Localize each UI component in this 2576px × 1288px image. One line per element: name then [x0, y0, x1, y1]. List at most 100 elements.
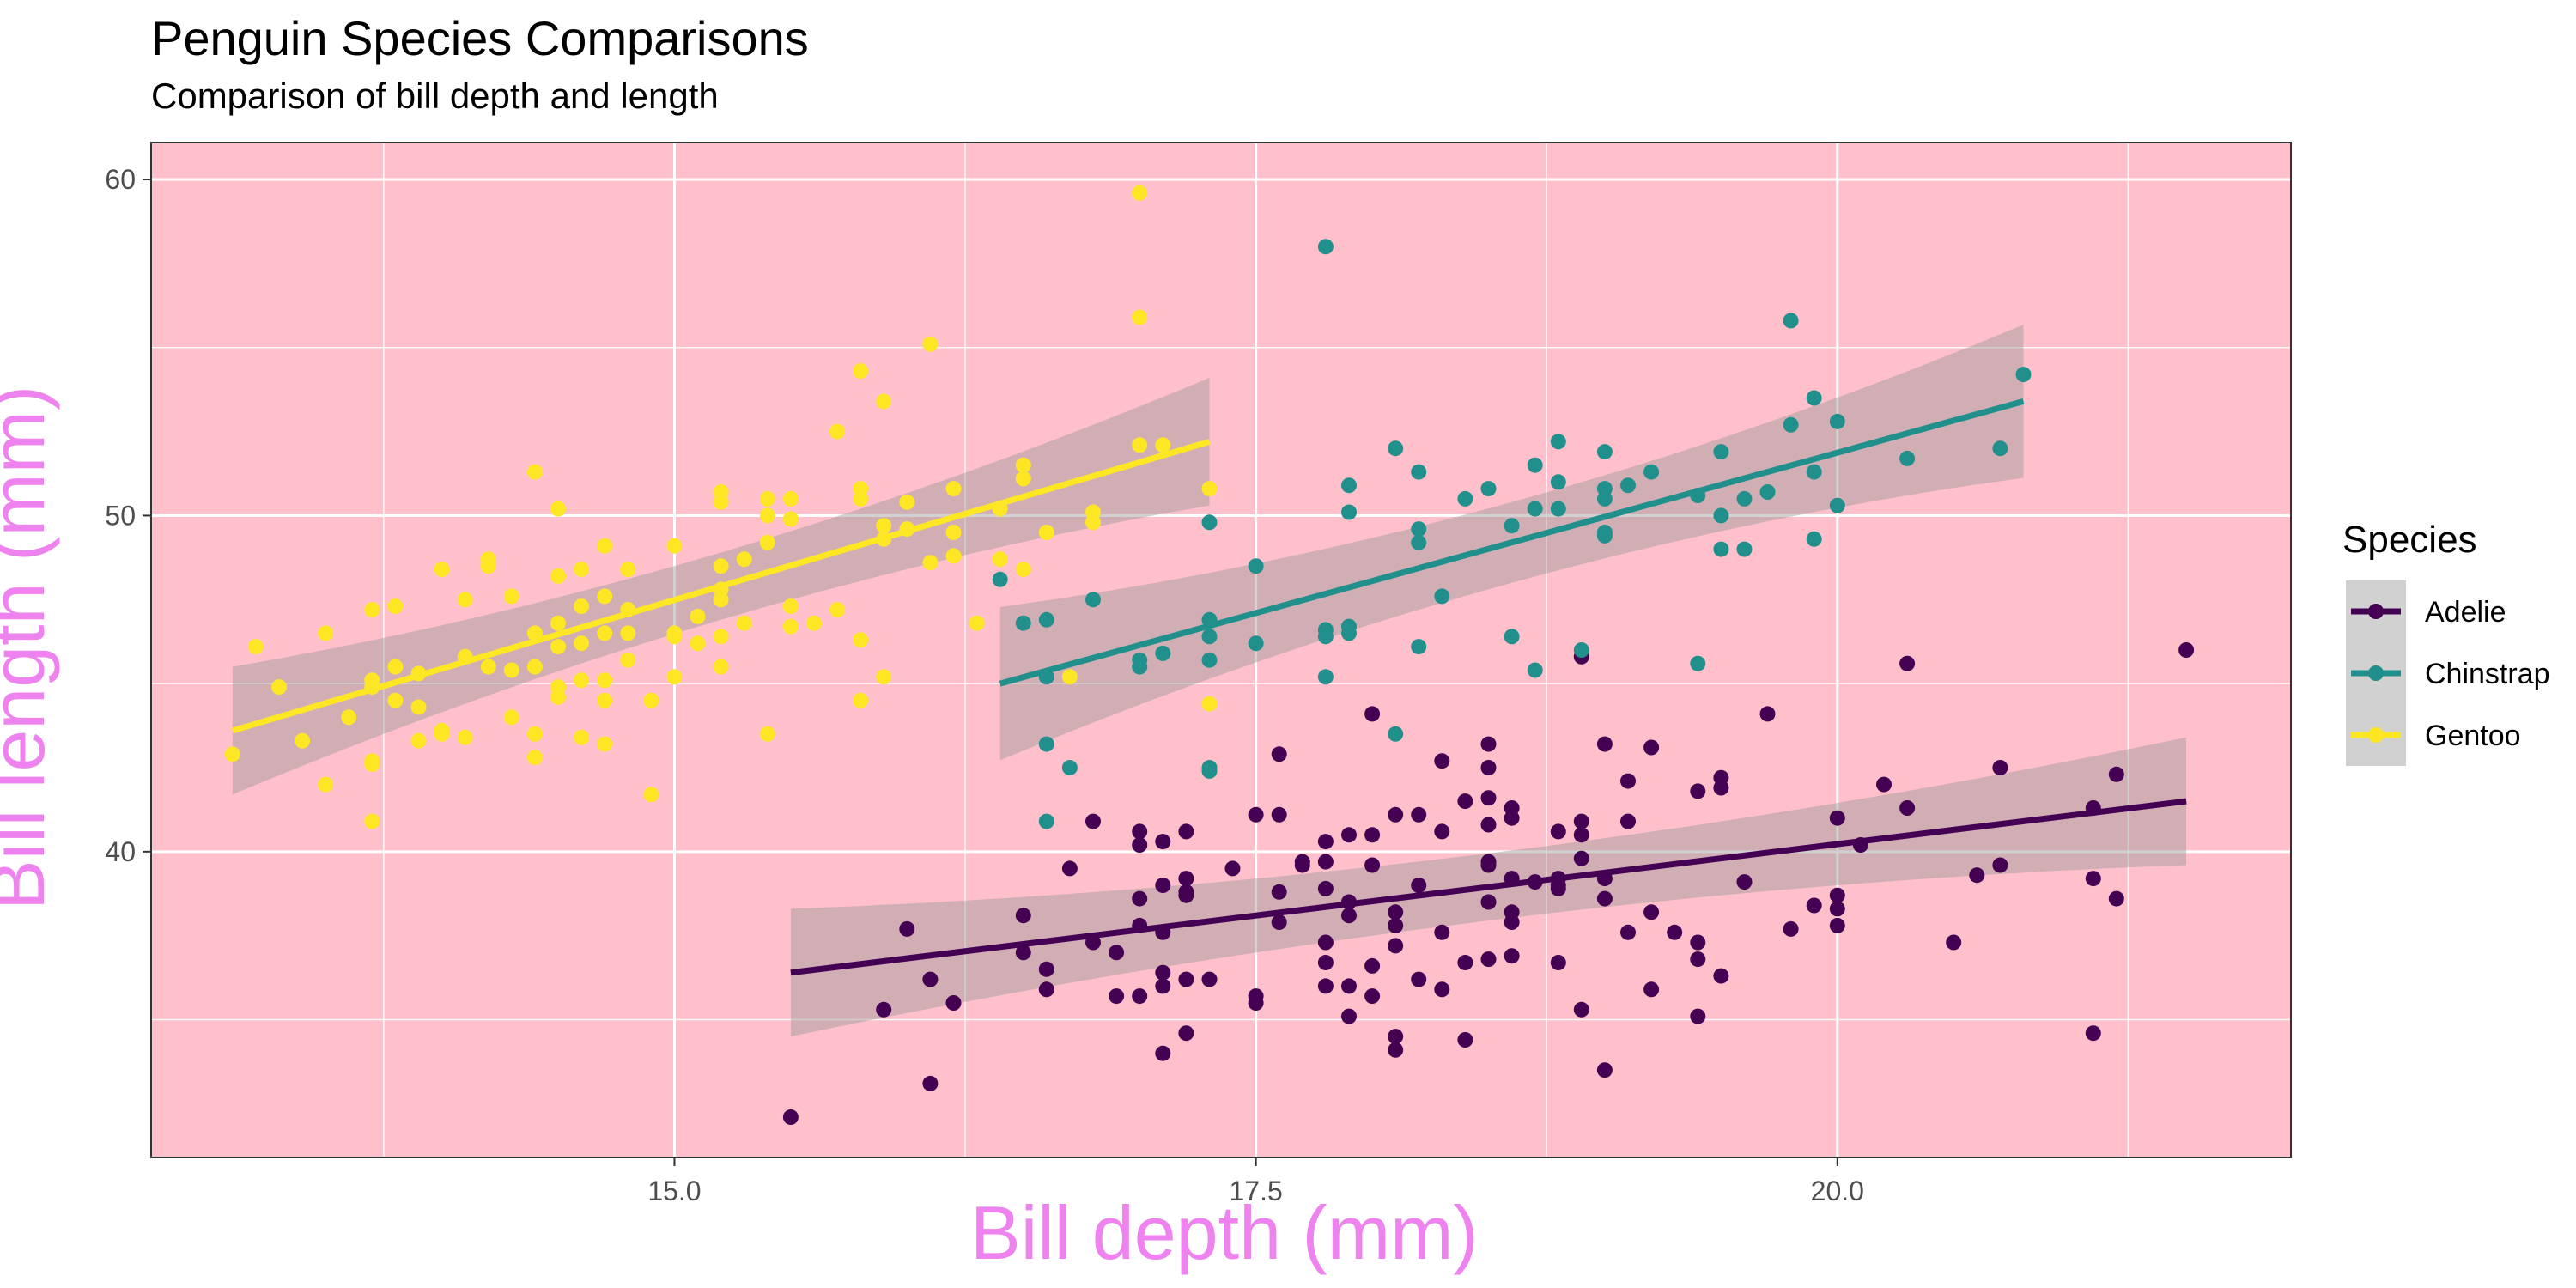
point-adelie	[1457, 955, 1473, 970]
point-adelie	[1434, 981, 1450, 998]
legend-title: Species	[2342, 519, 2477, 561]
y-tick-label: 40	[105, 836, 136, 867]
point-chinstrap	[1155, 645, 1171, 661]
point-chinstrap	[1388, 440, 1404, 457]
point-adelie	[1178, 1025, 1194, 1042]
point-adelie	[1667, 924, 1683, 940]
regression-lines	[231, 398, 2187, 976]
point-gentoo	[899, 494, 915, 510]
point-chinstrap	[1783, 416, 1799, 433]
point-adelie	[1573, 1001, 1589, 1018]
point-chinstrap	[1201, 760, 1218, 775]
point-gentoo	[550, 568, 566, 584]
point-adelie	[1132, 837, 1148, 853]
point-adelie	[1271, 746, 1287, 762]
point-adelie	[1341, 908, 1357, 924]
point-chinstrap	[1132, 652, 1148, 668]
point-adelie	[1015, 945, 1031, 961]
point-gentoo	[271, 679, 287, 696]
point-gentoo	[620, 652, 636, 668]
point-gentoo	[969, 615, 985, 631]
point-gentoo	[318, 776, 334, 793]
point-adelie	[1690, 1008, 1706, 1024]
point-adelie	[1550, 955, 1566, 970]
point-gentoo	[759, 490, 775, 507]
point-adelie	[1317, 934, 1334, 951]
point-chinstrap	[1038, 813, 1054, 829]
point-adelie	[1294, 857, 1310, 873]
point-adelie	[1317, 854, 1334, 870]
point-gentoo	[318, 625, 334, 641]
point-adelie	[1504, 800, 1520, 816]
point-adelie	[1992, 760, 2008, 775]
point-adelie	[1201, 971, 1218, 987]
point-adelie	[1759, 706, 1776, 722]
point-adelie	[1434, 823, 1450, 840]
point-gentoo	[643, 692, 659, 708]
point-gentoo	[597, 588, 613, 605]
point-gentoo	[1132, 437, 1148, 453]
fit-line-adelie	[790, 798, 2187, 976]
y-axis-label: Bill length (mm)	[0, 385, 60, 910]
point-adelie	[1248, 806, 1264, 823]
point-adelie	[1271, 884, 1287, 900]
point-chinstrap	[1411, 534, 1427, 550]
x-tick-label: 17.5	[1229, 1176, 1282, 1206]
data-points	[224, 185, 2195, 1125]
point-adelie	[1620, 924, 1636, 940]
point-gentoo	[853, 363, 869, 380]
point-adelie	[1876, 776, 1892, 793]
point-adelie	[1829, 887, 1845, 903]
point-adelie	[1713, 780, 1729, 796]
point-gentoo	[620, 625, 636, 641]
point-chinstrap	[1783, 313, 1799, 329]
point-adelie	[1178, 823, 1194, 840]
point-adelie	[2085, 871, 2101, 887]
point-adelie	[945, 995, 962, 1011]
point-adelie	[1109, 945, 1125, 961]
point-adelie	[1364, 827, 1381, 843]
point-adelie	[1155, 1045, 1171, 1061]
point-gentoo	[759, 726, 775, 742]
point-gentoo	[1015, 457, 1031, 473]
point-chinstrap	[1596, 527, 1613, 544]
point-gentoo	[759, 507, 775, 524]
point-gentoo	[782, 490, 799, 507]
x-tick-label: 15.0	[647, 1176, 701, 1206]
point-chinstrap	[1201, 652, 1218, 668]
point-adelie	[1364, 957, 1381, 974]
point-gentoo	[782, 618, 799, 635]
point-gentoo	[574, 672, 590, 689]
point-gentoo	[876, 393, 892, 410]
point-chinstrap	[1317, 239, 1334, 255]
point-gentoo	[480, 551, 496, 568]
point-adelie	[1480, 760, 1497, 775]
point-adelie	[1388, 938, 1404, 954]
point-chinstrap	[992, 571, 1008, 587]
point-gentoo	[643, 787, 659, 803]
point-chinstrap	[1806, 464, 1822, 480]
point-gentoo	[1085, 514, 1101, 531]
point-adelie	[1457, 793, 1473, 810]
point-gentoo	[1015, 562, 1031, 578]
point-adelie	[1085, 813, 1101, 829]
point-chinstrap	[1248, 635, 1264, 652]
point-gentoo	[387, 659, 404, 675]
point-adelie	[1596, 736, 1613, 752]
point-gentoo	[713, 592, 729, 608]
point-adelie	[1620, 773, 1636, 789]
point-chinstrap	[1550, 501, 1566, 517]
plot-panel-border	[150, 142, 2292, 1158]
point-gentoo	[945, 548, 962, 564]
point-adelie	[1061, 860, 1078, 877]
point-chinstrap	[1596, 444, 1613, 460]
point-gentoo	[876, 518, 892, 534]
point-adelie	[1317, 880, 1334, 896]
point-gentoo	[550, 639, 566, 655]
point-adelie	[1573, 827, 1589, 843]
point-gentoo	[387, 598, 404, 615]
point-adelie	[1504, 914, 1520, 930]
point-adelie	[1596, 1062, 1613, 1078]
point-gentoo	[945, 481, 962, 497]
point-adelie	[1271, 806, 1287, 823]
